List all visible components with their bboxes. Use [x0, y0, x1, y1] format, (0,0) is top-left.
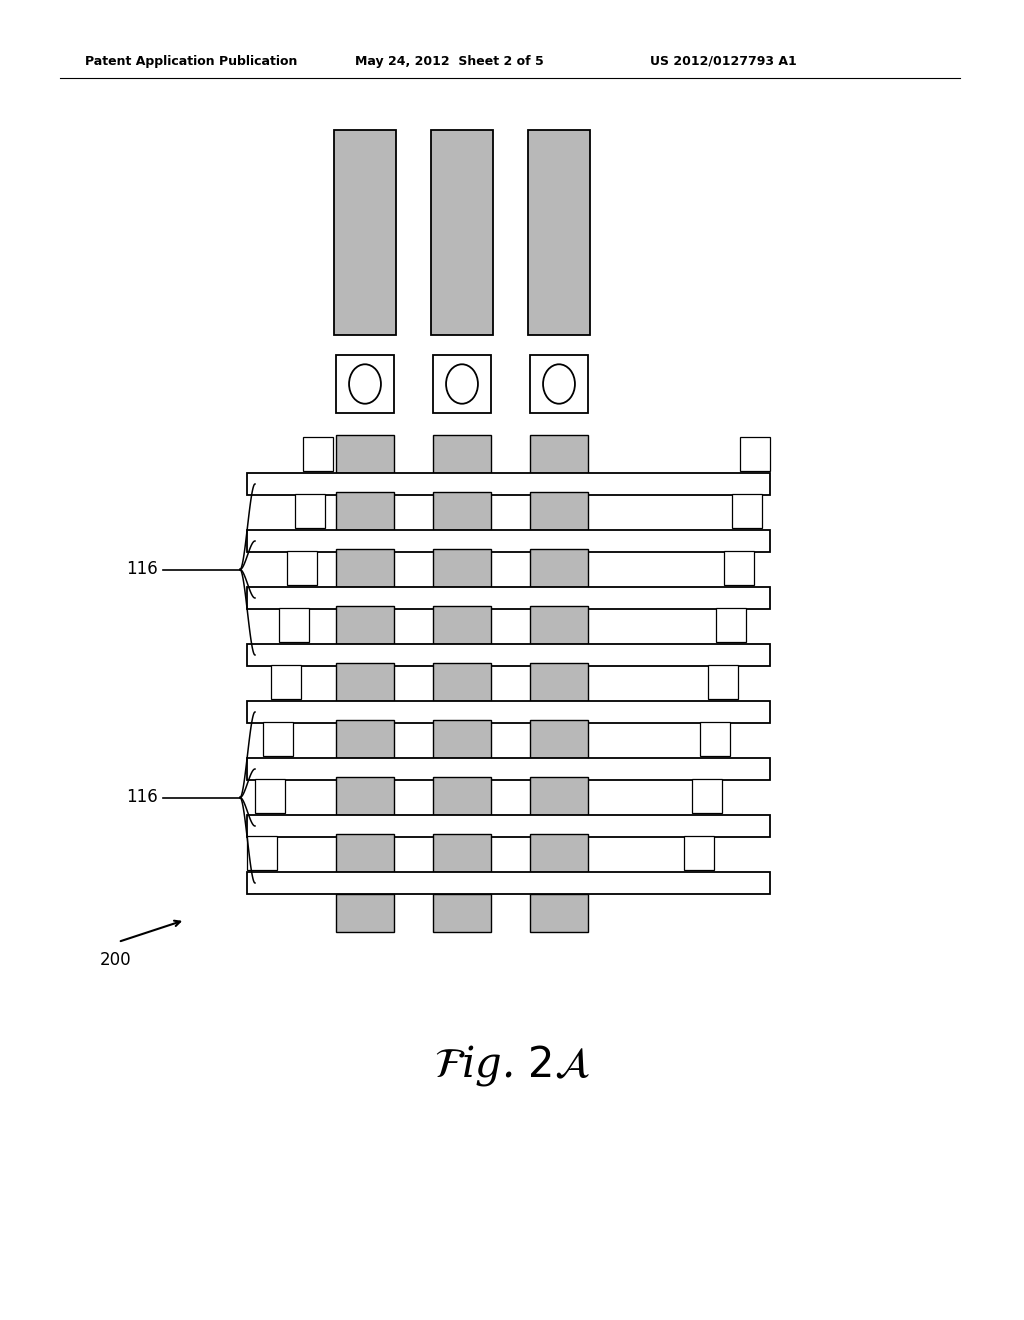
FancyBboxPatch shape	[433, 834, 490, 873]
Ellipse shape	[349, 364, 381, 404]
Text: 116: 116	[126, 561, 158, 578]
FancyBboxPatch shape	[724, 550, 754, 585]
FancyBboxPatch shape	[271, 665, 301, 700]
FancyBboxPatch shape	[247, 701, 770, 723]
FancyBboxPatch shape	[684, 836, 714, 870]
FancyBboxPatch shape	[530, 606, 588, 644]
FancyBboxPatch shape	[433, 719, 490, 758]
FancyBboxPatch shape	[336, 777, 394, 814]
FancyBboxPatch shape	[334, 129, 396, 335]
FancyBboxPatch shape	[336, 606, 394, 644]
FancyBboxPatch shape	[247, 873, 770, 894]
FancyBboxPatch shape	[336, 549, 394, 587]
FancyBboxPatch shape	[433, 436, 490, 473]
FancyBboxPatch shape	[530, 719, 588, 758]
Text: May 24, 2012  Sheet 2 of 5: May 24, 2012 Sheet 2 of 5	[355, 55, 544, 69]
FancyBboxPatch shape	[247, 836, 278, 870]
FancyBboxPatch shape	[303, 437, 333, 471]
FancyBboxPatch shape	[247, 473, 770, 495]
FancyBboxPatch shape	[263, 722, 293, 756]
FancyBboxPatch shape	[433, 894, 490, 932]
FancyBboxPatch shape	[530, 894, 588, 932]
FancyBboxPatch shape	[700, 722, 730, 756]
FancyBboxPatch shape	[336, 436, 394, 473]
FancyBboxPatch shape	[716, 609, 746, 642]
FancyBboxPatch shape	[708, 665, 738, 700]
FancyBboxPatch shape	[732, 494, 762, 528]
FancyBboxPatch shape	[433, 549, 490, 587]
FancyBboxPatch shape	[530, 549, 588, 587]
Text: $\mathcal{F}$ig. $2\mathcal{A}$: $\mathcal{F}$ig. $2\mathcal{A}$	[434, 1043, 590, 1088]
FancyBboxPatch shape	[336, 492, 394, 531]
Ellipse shape	[446, 364, 478, 404]
FancyBboxPatch shape	[336, 834, 394, 873]
FancyBboxPatch shape	[530, 436, 588, 473]
FancyBboxPatch shape	[692, 779, 722, 813]
FancyBboxPatch shape	[247, 814, 770, 837]
FancyBboxPatch shape	[279, 609, 309, 642]
FancyBboxPatch shape	[431, 129, 493, 335]
FancyBboxPatch shape	[433, 663, 490, 701]
FancyBboxPatch shape	[247, 587, 770, 609]
FancyBboxPatch shape	[287, 550, 317, 585]
FancyBboxPatch shape	[528, 129, 590, 335]
FancyBboxPatch shape	[530, 777, 588, 814]
FancyBboxPatch shape	[295, 494, 325, 528]
FancyBboxPatch shape	[433, 777, 490, 814]
FancyBboxPatch shape	[740, 437, 770, 471]
Text: Patent Application Publication: Patent Application Publication	[85, 55, 297, 69]
FancyBboxPatch shape	[530, 355, 588, 413]
FancyBboxPatch shape	[433, 355, 490, 413]
FancyBboxPatch shape	[433, 492, 490, 531]
FancyBboxPatch shape	[336, 894, 394, 932]
FancyBboxPatch shape	[433, 606, 490, 644]
FancyBboxPatch shape	[336, 355, 394, 413]
Text: 116: 116	[126, 788, 158, 807]
FancyBboxPatch shape	[336, 663, 394, 701]
FancyBboxPatch shape	[336, 719, 394, 758]
Ellipse shape	[543, 364, 574, 404]
FancyBboxPatch shape	[530, 492, 588, 531]
Text: 200: 200	[100, 950, 132, 969]
Text: US 2012/0127793 A1: US 2012/0127793 A1	[650, 55, 797, 69]
FancyBboxPatch shape	[530, 834, 588, 873]
FancyBboxPatch shape	[530, 663, 588, 701]
FancyBboxPatch shape	[247, 644, 770, 667]
FancyBboxPatch shape	[255, 779, 285, 813]
FancyBboxPatch shape	[247, 758, 770, 780]
FancyBboxPatch shape	[247, 531, 770, 552]
